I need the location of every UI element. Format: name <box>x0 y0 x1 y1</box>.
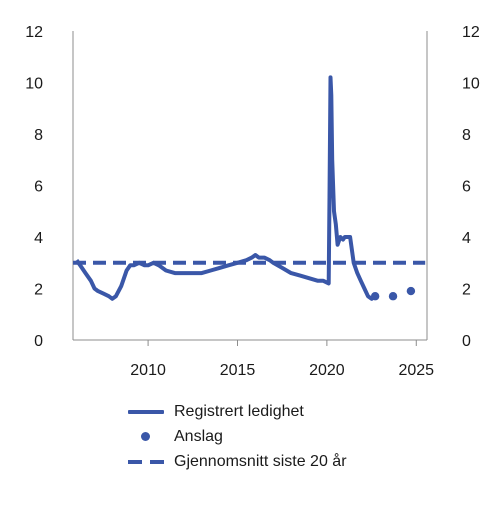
forecast-point <box>406 286 416 296</box>
legend-item-registrert-ledighet: Registrert ledighet <box>128 400 347 424</box>
legend: Registrert ledighet Anslag Gjennomsnitt … <box>128 400 347 475</box>
y-tick-label-right: 2 <box>462 282 471 299</box>
x-tick-label: 2015 <box>220 362 256 379</box>
y-tick-label-left: 2 <box>34 282 43 299</box>
y-tick-label-left: 10 <box>25 76 43 93</box>
x-tick-label: 2025 <box>398 362 434 379</box>
y-tick-label-right: 8 <box>462 127 471 144</box>
y-tick-label-right: 4 <box>462 230 471 247</box>
y-tick-label-left: 0 <box>34 333 43 350</box>
legend-label: Gjennomsnitt siste 20 år <box>174 453 347 470</box>
y-tick-label-right: 6 <box>462 179 471 196</box>
legend-label: Anslag <box>174 428 223 445</box>
legend-swatch-dashed-line <box>128 452 164 472</box>
legend-item-anslag: Anslag <box>128 425 347 449</box>
y-tick-label-left: 6 <box>34 179 43 196</box>
unemployment-line <box>74 75 376 301</box>
y-tick-label-right: 12 <box>462 24 480 41</box>
y-tick-label-right: 0 <box>462 333 471 350</box>
y-tick-label-right: 10 <box>462 76 480 93</box>
y-tick-label-left: 8 <box>34 127 43 144</box>
legend-swatch-dot <box>128 427 164 447</box>
x-tick-label: 2010 <box>130 362 166 379</box>
forecast-point <box>370 292 380 301</box>
y-tick-label-left: 12 <box>25 24 43 41</box>
legend-swatch-solid-line <box>128 402 164 422</box>
chart-marks <box>73 75 426 301</box>
legend-label: Registrert ledighet <box>174 403 304 420</box>
axes <box>72 31 428 346</box>
forecast-point <box>388 292 398 301</box>
tick-labels: 0 0 2 2 4 4 6 6 8 8 10 10 12 12 2010 2015 2020 2025 <box>25 24 480 379</box>
y-tick-label-left: 4 <box>34 230 43 247</box>
legend-item-gjennomsnitt: Gjennomsnitt siste 20 år <box>128 450 347 474</box>
x-tick-label: 2020 <box>309 362 345 379</box>
